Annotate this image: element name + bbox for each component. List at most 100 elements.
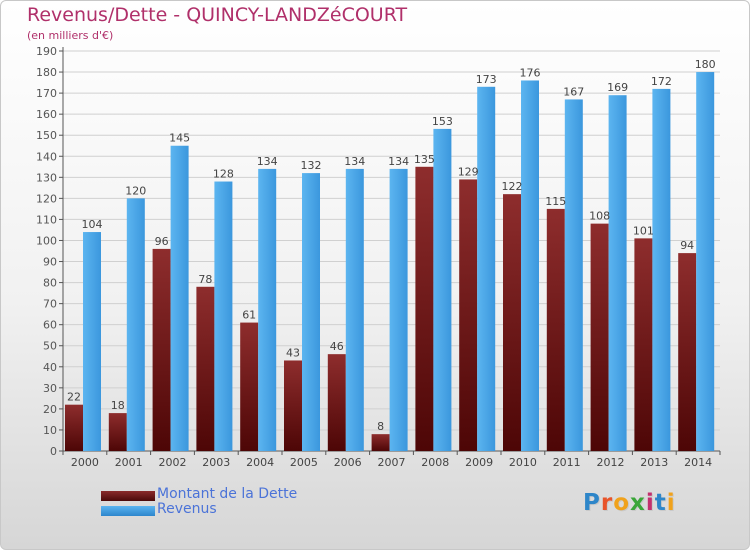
y-tick-label: 60 [43,319,57,332]
bar-revenue [345,168,364,452]
bar-revenue [214,181,233,452]
data-label-debt: 22 [67,391,81,404]
data-label-debt: 96 [155,235,169,248]
y-tick-label: 120 [36,192,57,205]
bar-revenue [477,86,496,451]
y-tick-label: 190 [36,45,57,58]
bar-debt [678,253,697,451]
bar-debt [240,322,259,451]
bar-revenue [126,198,145,451]
x-tick-label: 2014 [684,456,712,469]
y-tick-label: 90 [43,256,57,269]
data-label-debt: 94 [680,239,694,252]
data-label-revenue: 169 [607,81,628,94]
data-label-debt: 108 [589,210,610,223]
data-label-revenue: 173 [476,73,497,86]
y-tick-label: 80 [43,277,57,290]
bar-debt [371,434,390,451]
y-tick-label: 100 [36,234,57,247]
y-tick-label: 150 [36,129,57,142]
data-label-revenue: 134 [388,155,409,168]
data-label-revenue: 176 [520,66,541,79]
y-tick-label: 180 [36,66,57,79]
x-tick-label: 2013 [640,456,668,469]
bar-debt [546,208,565,451]
bar-debt [459,179,478,451]
data-label-debt: 46 [330,340,344,353]
x-tick-label: 2005 [290,456,318,469]
legend-label-revenue: Revenus [157,501,217,517]
chart-subtitle: (en milliers d'€) [27,29,114,42]
data-label-debt: 135 [414,153,435,166]
y-tick-label: 20 [43,403,57,416]
data-label-revenue: 134 [344,155,365,168]
data-label-debt: 115 [545,195,566,208]
x-tick-label: 2009 [465,456,493,469]
bar-revenue [652,88,671,451]
logo-letter: i [645,490,655,516]
bar-debt [634,238,653,451]
data-label-debt: 129 [458,165,479,178]
data-label-revenue: 153 [432,115,453,128]
data-label-revenue: 134 [257,155,278,168]
y-tick-label: 130 [36,171,57,184]
y-tick-label: 140 [36,150,57,163]
chart-title: Revenus/Dette - QUINCY-LANDZéCOURT [27,4,408,26]
x-tick-label: 2001 [115,456,143,469]
x-tick-label: 2003 [202,456,230,469]
bar-debt [284,360,302,451]
bar-debt [503,194,521,451]
data-label-revenue: 104 [82,218,103,231]
y-tick-label: 170 [36,87,57,100]
y-tick-label: 110 [36,213,57,226]
data-label-revenue: 120 [125,184,146,197]
bar-debt [327,354,346,451]
bar-revenue [521,80,539,451]
x-tick-label: 2006 [334,456,362,469]
data-label-debt: 78 [198,273,212,286]
y-tick-label: 40 [43,361,57,374]
data-label-revenue: 172 [651,75,672,88]
data-label-debt: 61 [242,309,256,322]
data-label-debt: 101 [633,224,654,237]
bar-revenue [433,128,452,451]
bar-debt [415,166,434,451]
y-tick-label: 0 [50,445,57,458]
bar-debt [108,413,127,451]
bar-revenue [302,173,320,451]
data-label-revenue: 132 [301,159,322,172]
x-tick-label: 2012 [597,456,625,469]
bars [65,72,715,452]
logo-letter: r [600,490,614,516]
data-label-revenue: 145 [169,132,190,145]
data-label-debt: 18 [111,399,125,412]
data-label-revenue: 180 [695,58,716,71]
data-label-debt: 8 [377,420,384,433]
y-tick-label: 50 [43,340,57,353]
logo-letter: x [630,490,646,516]
bar-revenue [696,72,715,451]
data-labels: 22 104 18 120 96 145 78 128 61 134 43 132 46 134 8 134 1… [67,58,716,433]
bar-revenue [608,95,627,452]
data-label-debt: 122 [502,180,523,193]
y-tick-label: 30 [43,382,57,395]
x-tick-label: 2010 [509,456,537,469]
bar-debt [65,404,83,451]
logo-letter: t [654,490,667,516]
x-tick-label: 2004 [246,456,274,469]
legend-swatch-revenue [101,506,155,516]
y-tick-label: 10 [43,424,57,437]
bar-debt [196,286,215,451]
bar-debt [590,223,609,451]
bar-revenue [83,232,101,451]
legend-label-debt: Montant de la Dette [157,486,298,502]
logo-letter: i [666,490,676,516]
data-label-revenue: 167 [563,85,584,98]
y-tick-label: 70 [43,298,57,311]
data-label-revenue: 128 [213,168,234,181]
logo-letter: o [613,490,631,516]
x-tick-label: 2002 [159,456,187,469]
bar-debt [152,248,171,451]
